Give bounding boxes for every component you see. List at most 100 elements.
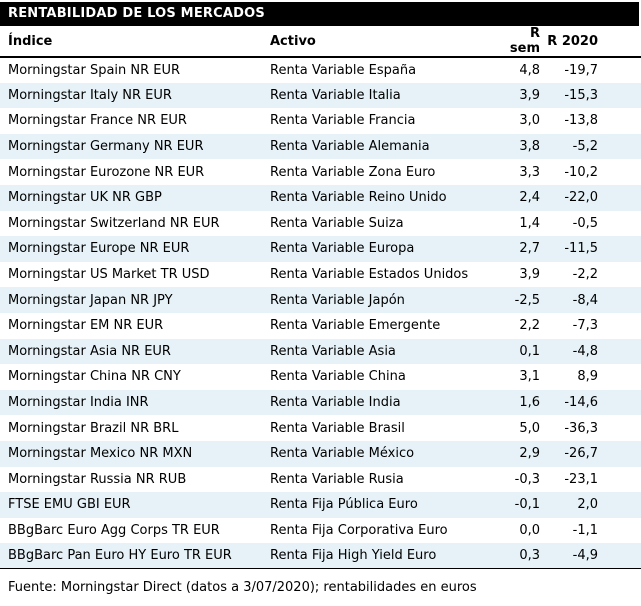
table-row: Morningstar Mexico NR MXN Renta Variable …: [0, 440, 641, 467]
spacer-cell: [600, 313, 641, 339]
index-cell: BBgBarc Euro Agg Corps TR EUR: [8, 522, 220, 538]
index-cell: FTSE EMU GBI EUR: [8, 497, 131, 513]
table-row: Morningstar Eurozone NR EUR Renta Variabl…: [0, 159, 641, 185]
asset-cell: Renta Variable Zona Euro: [270, 164, 436, 180]
spacer-cell: [600, 467, 641, 493]
column-header-activo: Activo: [270, 26, 500, 58]
index-cell: Morningstar France NR EUR: [8, 113, 187, 129]
r-2020-cell: -15,3: [564, 87, 598, 103]
index-cell: Morningstar China NR CNY: [8, 369, 181, 385]
index-cell: Morningstar India INR: [8, 395, 149, 411]
r-sem-cell: -0,1: [514, 497, 540, 513]
r-sem-cell: 3,3: [519, 164, 540, 180]
index-cell: Morningstar US Market TR USD: [8, 267, 210, 283]
r-sem-cell: 2,7: [519, 241, 540, 257]
r-2020-cell: -0,5: [572, 215, 598, 231]
r-2020-cell: -19,7: [564, 62, 598, 78]
asset-cell: Renta Variable México: [270, 446, 415, 462]
table-row: Morningstar Italy NR EUR Renta Variable I…: [0, 82, 641, 109]
column-header-indice: Índice: [0, 26, 270, 58]
spacer-cell: [600, 518, 641, 544]
r-sem-cell: 3,8: [519, 139, 540, 155]
asset-cell: Renta Variable Estados Unidos: [270, 267, 469, 283]
table-row: Morningstar Japan NR JPY Renta Variable J…: [0, 287, 641, 313]
r-2020-cell: -4,9: [572, 548, 598, 564]
spacer-cell: [600, 108, 641, 134]
r-sem-cell: 2,2: [519, 318, 540, 334]
table-row: BBgBarc Pan Euro HY Euro TR EUR Renta Fij…: [0, 543, 641, 569]
asset-cell: Renta Variable Alemania: [270, 139, 430, 155]
spacer-cell: [600, 134, 641, 160]
spacer-cell: [600, 211, 641, 237]
r-sem-cell: 1,4: [519, 215, 540, 231]
asset-cell: Renta Fija High Yield Euro: [270, 548, 437, 564]
asset-cell: Renta Fija Pública Euro: [270, 497, 418, 513]
r-2020-cell: -1,1: [572, 522, 598, 538]
table-row: Morningstar France NR EUR Renta Variable …: [0, 108, 641, 134]
r-2020-cell: 8,9: [577, 369, 598, 385]
spacer-cell: [600, 236, 641, 262]
spacer-cell: [600, 83, 641, 109]
spacer-cell: [600, 57, 641, 83]
r-2020-cell: -13,8: [564, 113, 598, 129]
asset-cell: Renta Variable España: [270, 62, 417, 78]
header-row: Índice Activo R sem R 2020: [0, 26, 641, 58]
r-sem-cell: 3,0: [519, 113, 540, 129]
r-2020-cell: -8,4: [572, 292, 598, 308]
table-row: Morningstar Asia NR EUR Renta Variable As…: [0, 338, 641, 365]
r-sem-cell: 1,6: [519, 395, 540, 411]
asset-cell: Renta Variable China: [270, 369, 406, 385]
index-cell: Morningstar Switzerland NR EUR: [8, 215, 220, 231]
table-row: Morningstar EM NR EUR Renta Variable Emer…: [0, 313, 641, 339]
column-header-r-sem: R sem: [500, 26, 542, 58]
column-header-spacer: [600, 26, 641, 58]
index-cell: Morningstar Brazil NR BRL: [8, 420, 179, 436]
r-2020-cell: -22,0: [564, 190, 598, 206]
source-note: Fuente: Morningstar Direct (datos a 3/07…: [8, 580, 477, 596]
spacer-cell: [600, 287, 641, 313]
table-row: Morningstar Switzerland NR EUR Renta Vari…: [0, 211, 641, 237]
spacer-cell: [600, 339, 641, 365]
r-sem-cell: 0,1: [519, 343, 540, 359]
asset-cell: Renta Variable Francia: [270, 113, 416, 129]
r-sem-cell: 2,9: [519, 446, 540, 462]
asset-cell: Renta Variable Suiza: [270, 215, 404, 231]
r-2020-cell: -14,6: [564, 395, 598, 411]
r-sem-cell: 3,1: [519, 369, 540, 385]
r-sem-cell: 4,8: [519, 62, 540, 78]
spacer-cell: [600, 543, 641, 569]
index-cell: BBgBarc Pan Euro HY Euro TR EUR: [8, 548, 232, 564]
r-sem-cell: 3,9: [519, 267, 540, 283]
r-sem-cell: 3,9: [519, 87, 540, 103]
table-row: Morningstar US Market TR USD Renta Variab…: [0, 262, 641, 288]
r-sem-cell: -2,5: [514, 292, 540, 308]
r-2020-cell: -5,2: [572, 139, 598, 155]
r-sem-cell: 5,0: [519, 420, 540, 436]
asset-cell: Renta Variable India: [270, 395, 401, 411]
asset-cell: Renta Variable Rusia: [270, 471, 404, 487]
r-2020-cell: -36,3: [564, 420, 598, 436]
markets-returns-table: Índice Activo R sem R 2020 Morningstar S…: [0, 26, 641, 570]
r-sem-cell: -0,3: [514, 471, 540, 487]
asset-cell: Renta Variable Brasil: [270, 420, 405, 436]
index-cell: Morningstar Japan NR JPY: [8, 292, 173, 308]
spacer-cell: [600, 262, 641, 288]
spacer-cell: [600, 415, 641, 441]
spacer-cell: [600, 441, 641, 467]
asset-cell: Renta Variable Italia: [270, 87, 401, 103]
r-sem-cell: 2,4: [519, 190, 540, 206]
table-row: BBgBarc Euro Agg Corps TR EUR Renta Fija …: [0, 518, 641, 544]
index-cell: Morningstar Italy NR EUR: [8, 87, 172, 103]
asset-cell: Renta Fija Corporativa Euro: [270, 522, 448, 538]
table-row: Morningstar Russia NR RUB Renta Variable …: [0, 467, 641, 493]
asset-cell: Renta Variable Reino Unido: [270, 190, 447, 206]
table-title-bar: RENTABILIDAD DE LOS MERCADOS: [0, 2, 639, 26]
r-2020-cell: -10,2: [564, 164, 598, 180]
index-cell: Morningstar UK NR GBP: [8, 190, 162, 206]
index-cell: Morningstar Russia NR RUB: [8, 471, 187, 487]
r-sem-cell: 0,0: [519, 522, 540, 538]
index-cell: Morningstar Spain NR EUR: [8, 62, 181, 78]
asset-cell: Renta Variable Europa: [270, 241, 415, 257]
r-2020-cell: -4,8: [572, 343, 598, 359]
index-cell: Morningstar EM NR EUR: [8, 318, 164, 334]
